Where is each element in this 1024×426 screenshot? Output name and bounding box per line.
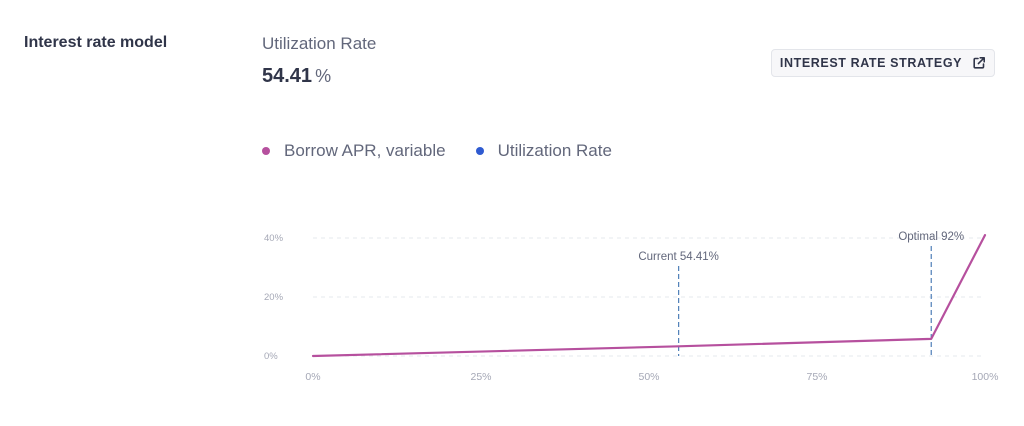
x-tick-label-4: 100% — [972, 371, 999, 383]
interest-rate-strategy-label: INTEREST RATE STRATEGY — [779, 56, 963, 70]
external-link-icon — [972, 56, 986, 70]
x-tick-label-3: 75% — [806, 371, 827, 383]
series-line-0 — [311, 234, 987, 358]
utilization-rate-label: Utilization Rate — [262, 34, 377, 53]
legend-label-utilization-rate: Utilization Rate — [497, 141, 612, 160]
utilization-rate-value: 54.41 % — [262, 65, 331, 88]
legend-item-borrow-apr[interactable]: Borrow APR, variable — [262, 141, 446, 161]
legend-label-borrow-apr: Borrow APR, variable — [284, 141, 446, 160]
y-tick-label-0: 0% — [264, 351, 278, 362]
borrow-apr-dot-icon — [262, 147, 270, 155]
x-tick-label-0: 0% — [305, 371, 320, 383]
utilization-rate-number: 54.41 — [262, 65, 313, 87]
x-tick-label-1: 25% — [470, 371, 491, 383]
y-tick-label-2: 40% — [264, 233, 284, 244]
interest-rate-strategy-button[interactable]: INTEREST RATE STRATEGY — [771, 49, 995, 77]
marker-label-1: Optimal 92% — [898, 231, 964, 243]
chart-legend: Borrow APR, variable Utilization Rate — [262, 141, 612, 161]
legend-item-utilization-rate[interactable]: Utilization Rate — [475, 141, 612, 161]
utilization-rate-unit: % — [315, 66, 332, 86]
utilization-rate-dot-icon — [475, 147, 484, 155]
marker-label-0: Current 54.41% — [638, 251, 719, 263]
x-tick-label-2: 50% — [638, 371, 659, 383]
y-tick-label-1: 20% — [264, 292, 284, 303]
section-title: Interest rate model — [24, 34, 168, 51]
